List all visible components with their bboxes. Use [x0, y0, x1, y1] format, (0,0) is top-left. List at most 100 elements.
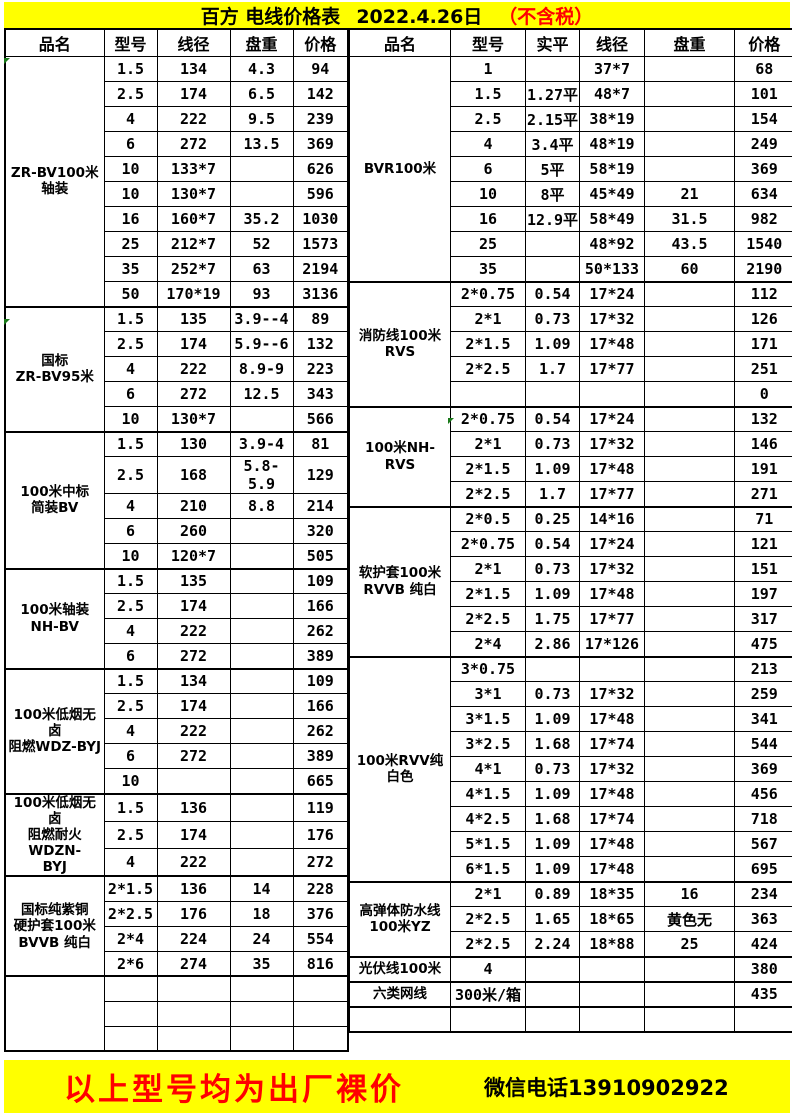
- data-cell-价格[interactable]: 109: [292, 567, 349, 594]
- data-cell-价格[interactable]: 272: [292, 848, 349, 877]
- data-cell-实平[interactable]: 1.7: [525, 481, 580, 507]
- data-cell-价格[interactable]: 424: [734, 931, 792, 957]
- data-cell-价格[interactable]: 475: [734, 631, 792, 657]
- data-cell-实平[interactable]: [525, 955, 580, 982]
- data-cell-线径[interactable]: 17*48: [579, 581, 645, 607]
- data-cell-实平[interactable]: 1.09: [525, 856, 580, 882]
- data-cell-线径[interactable]: 272: [156, 743, 231, 769]
- data-cell-线径[interactable]: 58*19: [579, 156, 645, 182]
- data-cell-价格[interactable]: 982: [734, 206, 792, 232]
- data-cell-盘重[interactable]: 3.9-4: [229, 430, 294, 457]
- data-cell-型号[interactable]: 2.5: [103, 593, 158, 619]
- data-cell-盘重[interactable]: [644, 655, 735, 682]
- data-cell-实平[interactable]: 1.09: [525, 831, 580, 857]
- data-cell-线径[interactable]: [579, 1005, 645, 1032]
- data-cell-型号[interactable]: 2.5: [103, 81, 158, 107]
- data-cell-价格[interactable]: 176: [292, 820, 349, 850]
- data-cell-型号[interactable]: 2*0.75: [450, 280, 526, 307]
- data-cell-价格[interactable]: 249: [734, 131, 792, 157]
- data-cell-线径[interactable]: 17*32: [579, 756, 645, 782]
- data-cell-线径[interactable]: 168: [156, 456, 231, 494]
- data-cell-盘重[interactable]: [644, 1005, 735, 1032]
- data-cell-线径[interactable]: 272: [156, 381, 231, 407]
- data-cell-盘重[interactable]: [644, 731, 735, 757]
- data-cell-线径[interactable]: 212*7: [156, 231, 231, 257]
- data-cell-型号[interactable]: 4: [103, 848, 158, 877]
- data-cell-盘重[interactable]: [229, 1000, 294, 1027]
- data-cell-盘重[interactable]: [644, 631, 735, 657]
- data-cell-实平[interactable]: [525, 980, 580, 1007]
- data-cell-线径[interactable]: 260: [156, 518, 231, 544]
- data-cell-型号[interactable]: 2*4: [450, 631, 526, 657]
- data-cell-线径[interactable]: 17*77: [579, 481, 645, 507]
- data-cell-线径[interactable]: 174: [156, 331, 231, 357]
- data-cell-实平[interactable]: 0.73: [525, 681, 580, 707]
- data-cell-盘重[interactable]: [229, 618, 294, 644]
- data-cell-价格[interactable]: 121: [734, 531, 792, 557]
- data-cell-型号[interactable]: 2*6: [103, 950, 158, 977]
- data-cell-线径[interactable]: 38*19: [579, 106, 645, 132]
- product-name-cell[interactable]: 国标纯紫铜 硬护套100米 BVVB 纯白: [4, 875, 105, 977]
- data-cell-盘重[interactable]: 8.8: [229, 493, 294, 519]
- data-cell-型号[interactable]: 2*0.75: [450, 531, 526, 557]
- data-cell-实平[interactable]: [525, 231, 580, 257]
- data-cell-实平[interactable]: 5平: [525, 156, 580, 182]
- data-cell-线径[interactable]: 222: [156, 718, 231, 744]
- data-cell-线径[interactable]: 272: [156, 131, 231, 157]
- data-cell-价格[interactable]: 544: [734, 731, 792, 757]
- data-cell-盘重[interactable]: [644, 556, 735, 582]
- data-cell-盘重[interactable]: [229, 743, 294, 769]
- data-cell-盘重[interactable]: [644, 505, 735, 532]
- data-cell-型号[interactable]: [103, 1025, 158, 1052]
- data-cell-型号[interactable]: 10: [103, 406, 158, 432]
- data-cell-价格[interactable]: 259: [734, 681, 792, 707]
- data-cell-价格[interactable]: 341: [734, 706, 792, 732]
- data-cell-盘重[interactable]: [644, 381, 735, 407]
- data-cell-价格[interactable]: 126: [734, 306, 792, 332]
- data-cell-实平[interactable]: 0.89: [525, 880, 580, 907]
- product-name-cell[interactable]: 高弹体防水线 100米YZ: [349, 880, 451, 957]
- data-cell-线径[interactable]: 136: [156, 875, 231, 902]
- data-cell-价格[interactable]: 132: [734, 405, 792, 432]
- data-cell-价格[interactable]: 151: [734, 556, 792, 582]
- data-cell-型号[interactable]: [450, 381, 526, 407]
- data-cell-线径[interactable]: 130*7: [156, 181, 231, 207]
- data-cell-线径[interactable]: [579, 980, 645, 1007]
- data-cell-盘重[interactable]: [644, 856, 735, 882]
- data-cell-线径[interactable]: [579, 381, 645, 407]
- data-cell-价格[interactable]: 317: [734, 606, 792, 632]
- data-cell-线径[interactable]: 170*19: [156, 281, 231, 307]
- data-cell-实平[interactable]: 0.54: [525, 531, 580, 557]
- data-cell-实平[interactable]: 0.73: [525, 306, 580, 332]
- data-cell-型号[interactable]: 2*1.5: [103, 875, 158, 902]
- data-cell-型号[interactable]: 25: [450, 231, 526, 257]
- data-cell-价格[interactable]: 1573: [292, 231, 349, 257]
- data-cell-价格[interactable]: 146: [734, 431, 792, 457]
- data-cell-型号[interactable]: 10: [103, 156, 158, 182]
- data-cell-型号[interactable]: 10: [450, 181, 526, 207]
- product-name-cell[interactable]: [4, 975, 105, 1052]
- data-cell-价格[interactable]: 554: [292, 925, 349, 952]
- data-cell-价格[interactable]: 435: [734, 980, 792, 1007]
- data-cell-价格[interactable]: 718: [734, 806, 792, 832]
- data-cell-型号[interactable]: 6: [103, 381, 158, 407]
- data-cell-线径[interactable]: [156, 975, 231, 1002]
- data-cell-型号[interactable]: 6: [103, 743, 158, 769]
- data-cell-盘重[interactable]: 4.3: [229, 56, 294, 82]
- data-cell-实平[interactable]: 0.73: [525, 556, 580, 582]
- data-cell-线径[interactable]: 135: [156, 567, 231, 594]
- column-header[interactable]: 品名: [4, 28, 105, 57]
- data-cell-实平[interactable]: 1.65: [525, 906, 580, 932]
- data-cell-盘重[interactable]: 31.5: [644, 206, 735, 232]
- data-cell-线径[interactable]: [579, 955, 645, 982]
- data-cell-盘重[interactable]: [229, 975, 294, 1002]
- column-header[interactable]: 价格: [734, 28, 792, 57]
- data-cell-价格[interactable]: 154: [734, 106, 792, 132]
- data-cell-线径[interactable]: 14*16: [579, 505, 645, 532]
- column-header[interactable]: 线径: [579, 28, 645, 57]
- data-cell-线径[interactable]: 17*32: [579, 556, 645, 582]
- data-cell-盘重[interactable]: [229, 820, 294, 850]
- data-cell-型号[interactable]: 16: [103, 206, 158, 232]
- data-cell-盘重[interactable]: [644, 481, 735, 507]
- product-name-cell[interactable]: 100米NH- RVS: [349, 405, 451, 507]
